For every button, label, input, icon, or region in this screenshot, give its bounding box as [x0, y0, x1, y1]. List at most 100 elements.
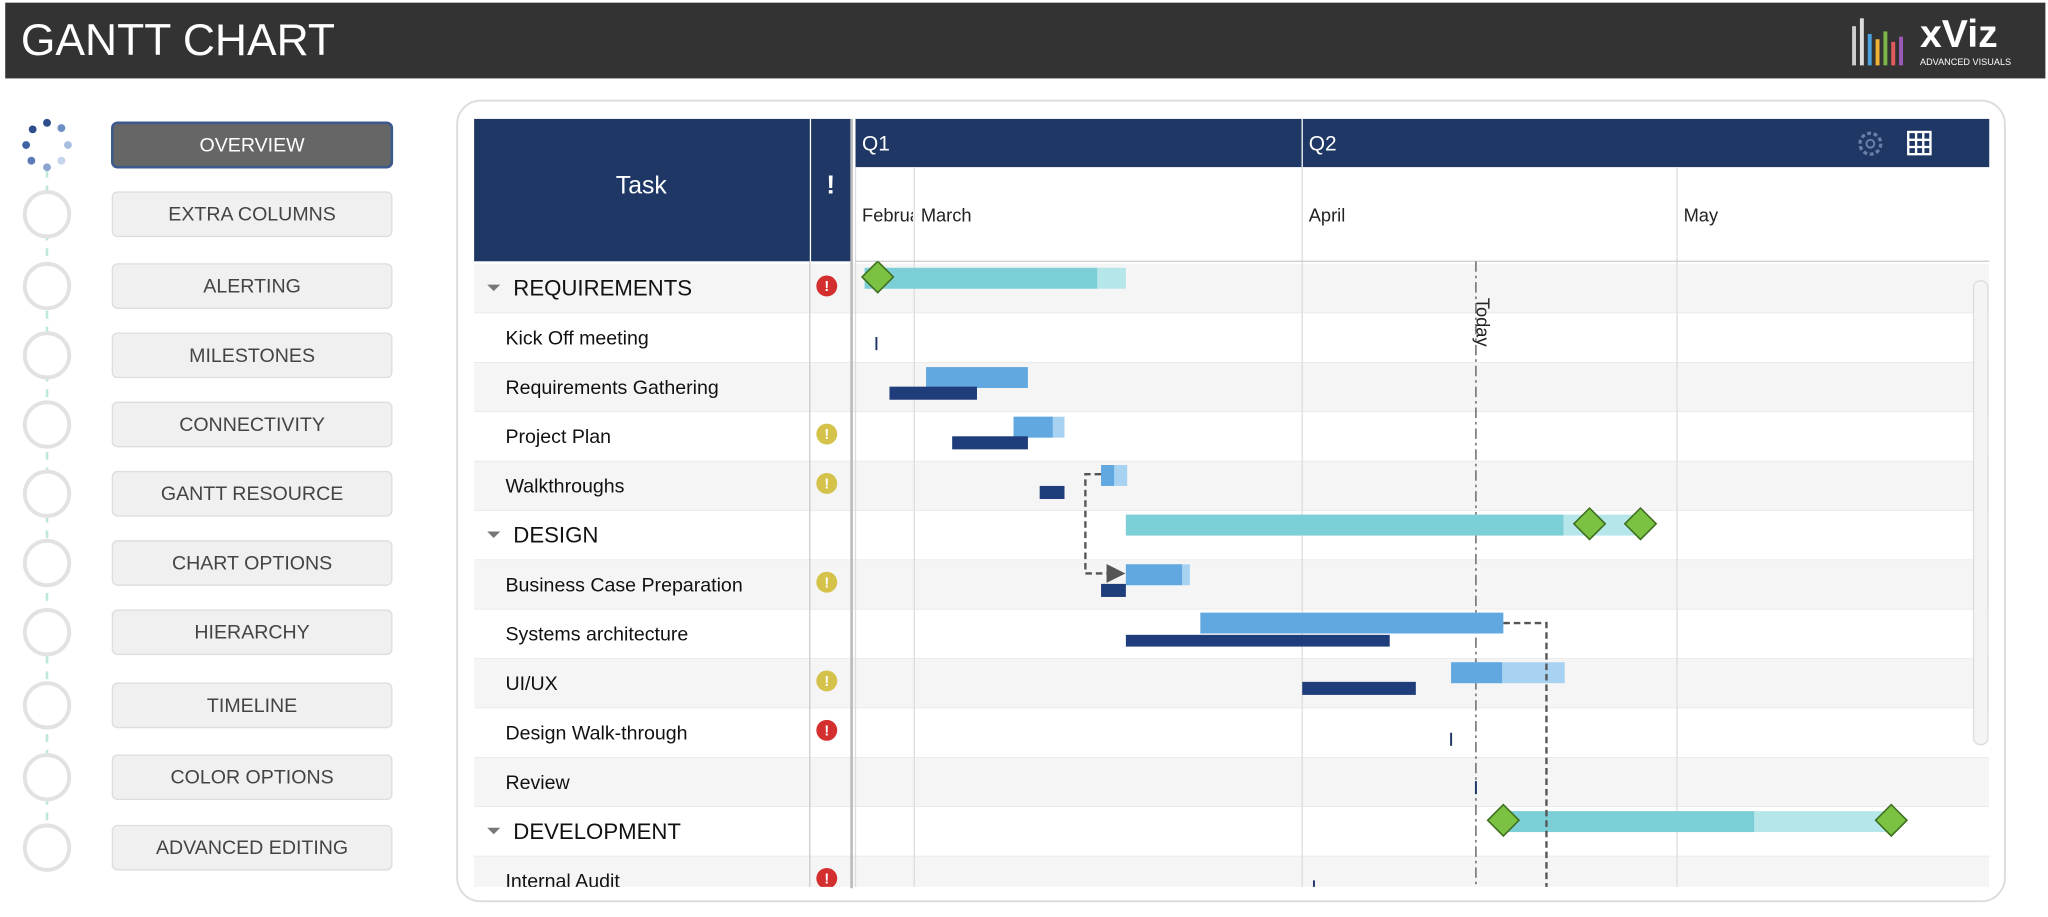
- nav-label[interactable]: OVERVIEW: [199, 135, 305, 157]
- nav-button[interactable]: [111, 121, 394, 169]
- row-bg: [474, 362, 1990, 413]
- row-bg: [474, 461, 1990, 511]
- alert-icon: [816, 670, 838, 692]
- task-header: [474, 118, 810, 262]
- baseline-bar: [1125, 634, 1390, 647]
- alert-mark: !: [824, 279, 829, 295]
- nav-button[interactable]: [111, 332, 393, 379]
- task-bar: [926, 367, 1028, 388]
- alert-icon: [816, 571, 838, 593]
- row-bg: [474, 658, 1990, 709]
- group-label: DEVELOPMENT: [513, 819, 681, 844]
- step-circle: [22, 400, 72, 449]
- task-label: Design Walk-through: [505, 722, 687, 744]
- nav-label[interactable]: CHART OPTIONS: [172, 552, 332, 574]
- alert-icon: [816, 472, 838, 494]
- baseline-bar: [1039, 485, 1065, 499]
- step-circle: [22, 538, 72, 588]
- alert-mark: !: [824, 723, 829, 739]
- header-bar: [5, 2, 2046, 79]
- nav-label[interactable]: CONNECTIVITY: [179, 414, 325, 436]
- task-label: Project Plan: [505, 426, 611, 448]
- nav-label[interactable]: HIERARCHY: [194, 622, 309, 644]
- nav-button[interactable]: [111, 401, 393, 448]
- nav-label[interactable]: TIMELINE: [207, 695, 297, 717]
- task-progress: [1451, 662, 1503, 684]
- row-bg: [474, 856, 1990, 887]
- alert-header: [811, 118, 852, 262]
- spinner-dot: [27, 156, 36, 165]
- nav: OVERVIEW EXTRA COLUMNS ALERTING MILESTONES C…: [22, 118, 394, 872]
- spinner-dot: [22, 141, 31, 149]
- nav-label[interactable]: ALERTING: [203, 276, 301, 298]
- expand-arrow[interactable]: [487, 284, 501, 292]
- step-circle: [22, 753, 72, 802]
- grid-rows: REQUIREMENTS ! Kick Off meeting Requirement…: [474, 261, 1990, 893]
- task-progress: [1013, 416, 1053, 438]
- nav-button[interactable]: [111, 263, 393, 309]
- nav-button[interactable]: [111, 540, 393, 586]
- task-progress: [1125, 564, 1183, 586]
- nav-label[interactable]: MILESTONES: [189, 345, 315, 367]
- task-label: Internal Audit: [505, 871, 620, 893]
- summary-progress: [1503, 811, 1755, 833]
- scrollbar[interactable]: [1972, 280, 1989, 746]
- alert-mark: !: [824, 575, 829, 591]
- nav-label[interactable]: ADVANCED EDITING: [156, 837, 348, 859]
- nav-label[interactable]: COLOR OPTIONS: [170, 767, 333, 789]
- step-circle: [22, 331, 72, 380]
- baseline-bar: [889, 386, 977, 400]
- group-label: REQUIREMENTS: [513, 276, 692, 301]
- alert-icon: [816, 275, 838, 297]
- task-label: Kick Off meeting: [505, 327, 648, 349]
- step-circle: [22, 261, 72, 311]
- step-circle: [22, 608, 72, 657]
- spinner-dot: [64, 141, 72, 149]
- nav-button[interactable]: [111, 824, 393, 871]
- alert-icon: [816, 719, 838, 741]
- summary-progress: [1125, 514, 1564, 536]
- nav-button[interactable]: [111, 609, 393, 656]
- alert-mark: !: [824, 477, 829, 493]
- group-label: DESIGN: [513, 523, 598, 548]
- alert-mark: !: [824, 427, 829, 443]
- milestone: [1874, 803, 1909, 838]
- alert-mark: !: [824, 872, 829, 888]
- grid-icon[interactable]: [1907, 130, 1932, 156]
- expand-arrow[interactable]: [487, 531, 501, 539]
- baseline-bar: [1101, 583, 1126, 597]
- dependency: [1503, 621, 1548, 887]
- logo-text: xViz: [1920, 13, 1998, 56]
- step-circle: [22, 681, 72, 730]
- baseline-bar: [1302, 681, 1416, 695]
- task-progress: [1101, 465, 1115, 486]
- expand-arrow[interactable]: [487, 827, 501, 835]
- today-label: Today: [1472, 298, 1493, 348]
- nav-label[interactable]: EXTRA COLUMNS: [168, 204, 336, 226]
- nav-button[interactable]: [111, 191, 393, 238]
- alert-header-label: !: [826, 170, 835, 200]
- task-bar: [1200, 612, 1504, 634]
- alert-icon: [816, 867, 838, 887]
- nav-button[interactable]: [111, 682, 393, 729]
- task-label: Business Case Preparation: [505, 574, 742, 596]
- gantt-bars: Today: [860, 261, 1909, 887]
- row-bg: [474, 313, 1990, 363]
- nav-button[interactable]: [111, 754, 393, 801]
- logo-tagline: ADVANCED VISUALS: [1920, 57, 2011, 67]
- spinner-dot: [43, 118, 51, 127]
- spinner-dot: [28, 125, 37, 134]
- settings-icon[interactable]: [1858, 131, 1883, 156]
- row-bg: [474, 708, 1990, 758]
- quarter-row: [855, 118, 1990, 168]
- row-bg: [474, 263, 1990, 314]
- task-label: Systems architecture: [505, 624, 688, 646]
- step-circle: [22, 469, 72, 518]
- nav-label[interactable]: GANTT RESOURCE: [161, 483, 343, 505]
- task-label: UI/UX: [505, 673, 557, 695]
- nav-button[interactable]: [111, 470, 393, 517]
- step-circle: [22, 823, 72, 872]
